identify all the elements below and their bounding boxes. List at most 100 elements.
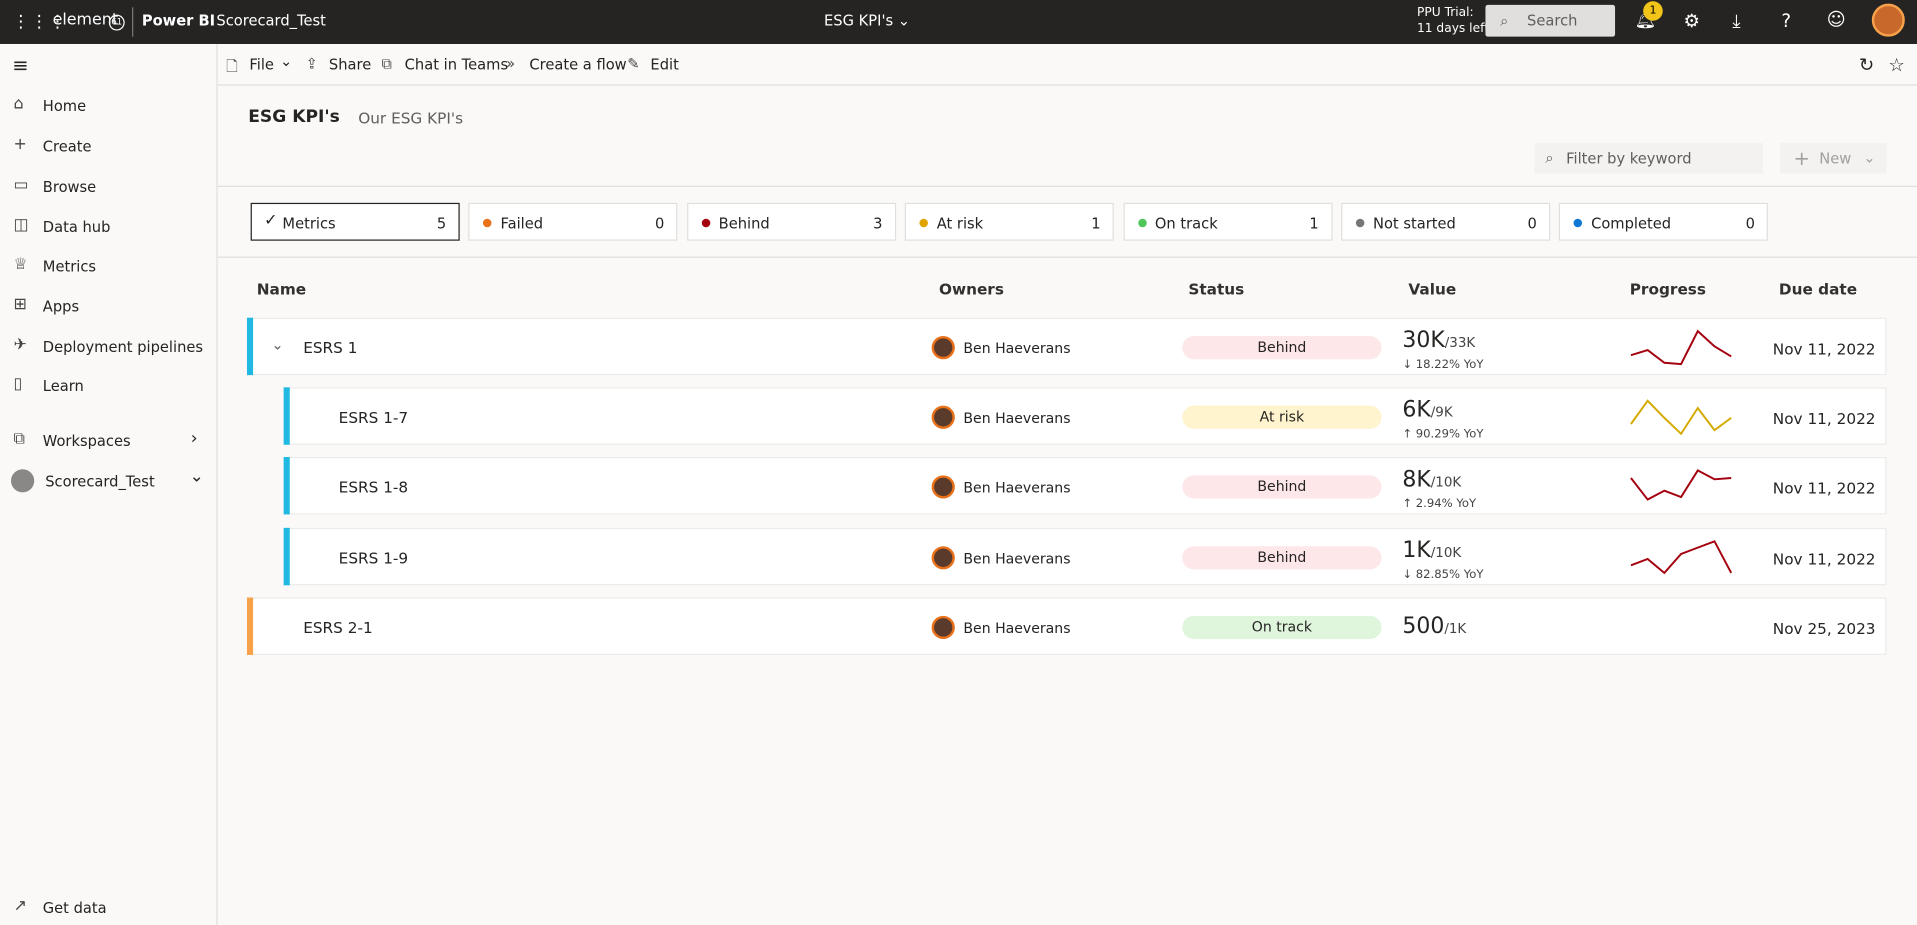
metric-name: ESRS 2-1	[303, 618, 373, 637]
filter-icon: ⌕	[1545, 149, 1554, 167]
nav-label: Apps	[42, 298, 80, 316]
column-header[interactable]: Value	[1408, 279, 1457, 299]
filter-placeholder: Filter by keyword	[1566, 150, 1692, 168]
status-dot	[1573, 218, 1583, 228]
target-value: /10K	[1430, 474, 1462, 491]
expand-chevron[interactable]: ⌄	[271, 336, 284, 354]
nav-item[interactable]: ▭ Browse	[0, 172, 216, 201]
nav-label: Home	[42, 97, 87, 115]
status-filter[interactable]: On track 1	[1123, 202, 1333, 241]
nav-item[interactable]: Scorecard_Test ⌄	[0, 467, 216, 496]
column-header[interactable]: Due date	[1778, 279, 1858, 299]
change-text: 90.29% YoY	[1415, 427, 1484, 442]
metric-row[interactable]: ESRS 1-8 Ben Haeverans Behind 8K/10K ↑ 2.94%…	[283, 457, 1887, 515]
logo-text: element	[52, 10, 119, 30]
status-pill: Behind	[1182, 545, 1382, 569]
scorecard-menu-label: ESG KPI's	[824, 12, 894, 30]
nav-icon: ▭	[13, 175, 29, 195]
nav-label: Create	[42, 138, 92, 156]
progress-sparkline	[1630, 469, 1732, 502]
toolbar-chevron: ⌄	[279, 52, 293, 70]
divider	[132, 7, 134, 37]
yoy-change: ↓ 18.22% YoY	[1402, 358, 1483, 371]
progress-sparkline	[1630, 399, 1732, 436]
nav-icon: ▯	[13, 375, 23, 394]
filter-box[interactable]: ⌕ Filter by keyword	[1534, 142, 1763, 174]
nav-item[interactable]: ⌂ Home	[0, 92, 216, 121]
value: 6K/9K	[1402, 397, 1452, 423]
column-header[interactable]: Owners	[938, 279, 1004, 299]
app-name[interactable]: Power BI	[141, 12, 216, 30]
due-date: Nov 11, 2022	[1772, 409, 1876, 428]
nav-item[interactable]: ⧉ Workspaces ›	[0, 426, 216, 455]
status-pill: Behind	[1182, 336, 1382, 360]
status-filter[interactable]: Completed 0	[1559, 202, 1769, 241]
nav-toggle[interactable]: ≡	[12, 53, 29, 77]
metric-row[interactable]: ESRS 2-1 Ben Haeverans On track 500/1K Nov 2…	[246, 597, 1887, 655]
owner-name: Ben Haeverans	[963, 549, 1071, 567]
sparkline	[1630, 539, 1733, 574]
filter-count: 1	[1091, 215, 1101, 233]
status-filter[interactable]: At risk 1	[904, 202, 1115, 241]
current-value: 500	[1402, 613, 1445, 639]
new-icon: +	[1793, 146, 1810, 170]
filter-label: Completed	[1591, 215, 1672, 233]
due-date: Nov 11, 2022	[1772, 479, 1876, 498]
change-text: 2.94% YoY	[1415, 497, 1477, 512]
value: 500/1K	[1402, 613, 1466, 639]
download[interactable]: ⤓	[1732, 9, 1741, 32]
column-header[interactable]: Progress	[1629, 279, 1707, 299]
status-pill: Behind	[1182, 475, 1382, 500]
toolbar-label: Edit	[650, 56, 679, 74]
refresh[interactable]: ↻	[1858, 53, 1875, 76]
feedback[interactable]: ☺	[1826, 8, 1846, 31]
nav-item[interactable]: + Create	[0, 132, 216, 161]
search-box[interactable]: ⌕ Search	[1485, 4, 1616, 37]
filter-label: At risk	[936, 215, 984, 233]
workspace-icon	[11, 469, 35, 493]
nav-label: Browse	[42, 178, 97, 196]
filter-count: 3	[873, 215, 883, 233]
trial-label: PPU Trial:	[1416, 6, 1474, 20]
status-dot	[1355, 218, 1365, 228]
favorite[interactable]: ☆	[1888, 53, 1905, 76]
value: 8K/10K	[1402, 467, 1461, 493]
target-value: /10K	[1430, 544, 1462, 561]
filter-count: 1	[1309, 215, 1319, 233]
change-text: 18.22% YoY	[1415, 358, 1484, 372]
new-button[interactable]: + New ⌄	[1780, 142, 1887, 174]
nav-icon: ⊞	[13, 295, 27, 315]
owner-name: Ben Haeverans	[963, 479, 1071, 497]
settings[interactable]: ⚙	[1683, 9, 1700, 32]
metric-row[interactable]: ESRS 1-9 Ben Haeverans Behind 1K/10K ↓ 82.85…	[283, 527, 1887, 585]
nav-item[interactable]: ↗ Get data	[0, 893, 216, 922]
account-avatar[interactable]	[1871, 3, 1905, 37]
toolbar-label: Chat in Teams	[404, 56, 509, 74]
row-accent	[283, 527, 290, 585]
filter-count: 0	[1745, 215, 1755, 233]
status-filter[interactable]: Not started 0	[1341, 202, 1551, 241]
nav-item[interactable]: ◫ Data hub	[0, 213, 216, 242]
help[interactable]: ?	[1781, 9, 1792, 32]
status-filter[interactable]: Behind 3	[686, 202, 896, 241]
status-filter[interactable]: ✓ Metrics 5	[250, 202, 460, 241]
nav-icon: ♕	[13, 255, 28, 274]
current-value: 6K	[1402, 397, 1431, 424]
filter-label: Failed	[500, 215, 544, 233]
report-name[interactable]: Scorecard_Test	[216, 12, 326, 30]
nav-item[interactable]: ▯ Learn	[0, 371, 216, 400]
nav-item[interactable]: ✈ Deployment pipelines	[0, 332, 216, 361]
column-header[interactable]: Name	[256, 279, 307, 299]
filter-count: 0	[655, 215, 665, 233]
metric-row[interactable]: ESRS 1-7 Ben Haeverans At risk 6K/9K ↑ 90.29…	[283, 387, 1887, 446]
status-filter[interactable]: Failed 0	[468, 202, 678, 241]
column-header[interactable]: Status	[1188, 279, 1245, 299]
nav-item[interactable]: ⊞ Apps	[0, 292, 216, 321]
nav-item[interactable]: ♕ Metrics	[0, 252, 216, 281]
metric-row[interactable]: ⌄ ESRS 1 Ben Haeverans Behind 30K/33K ↓ 18.22…	[246, 317, 1887, 376]
yoy-change: ↑ 2.94% YoY	[1402, 498, 1476, 511]
scorecard-menu[interactable]: ESG KPI's ⌄	[824, 12, 911, 30]
app-launcher[interactable]: ⋮⋮⋮	[12, 12, 68, 32]
toolbar-icon: ⧉	[381, 54, 392, 73]
